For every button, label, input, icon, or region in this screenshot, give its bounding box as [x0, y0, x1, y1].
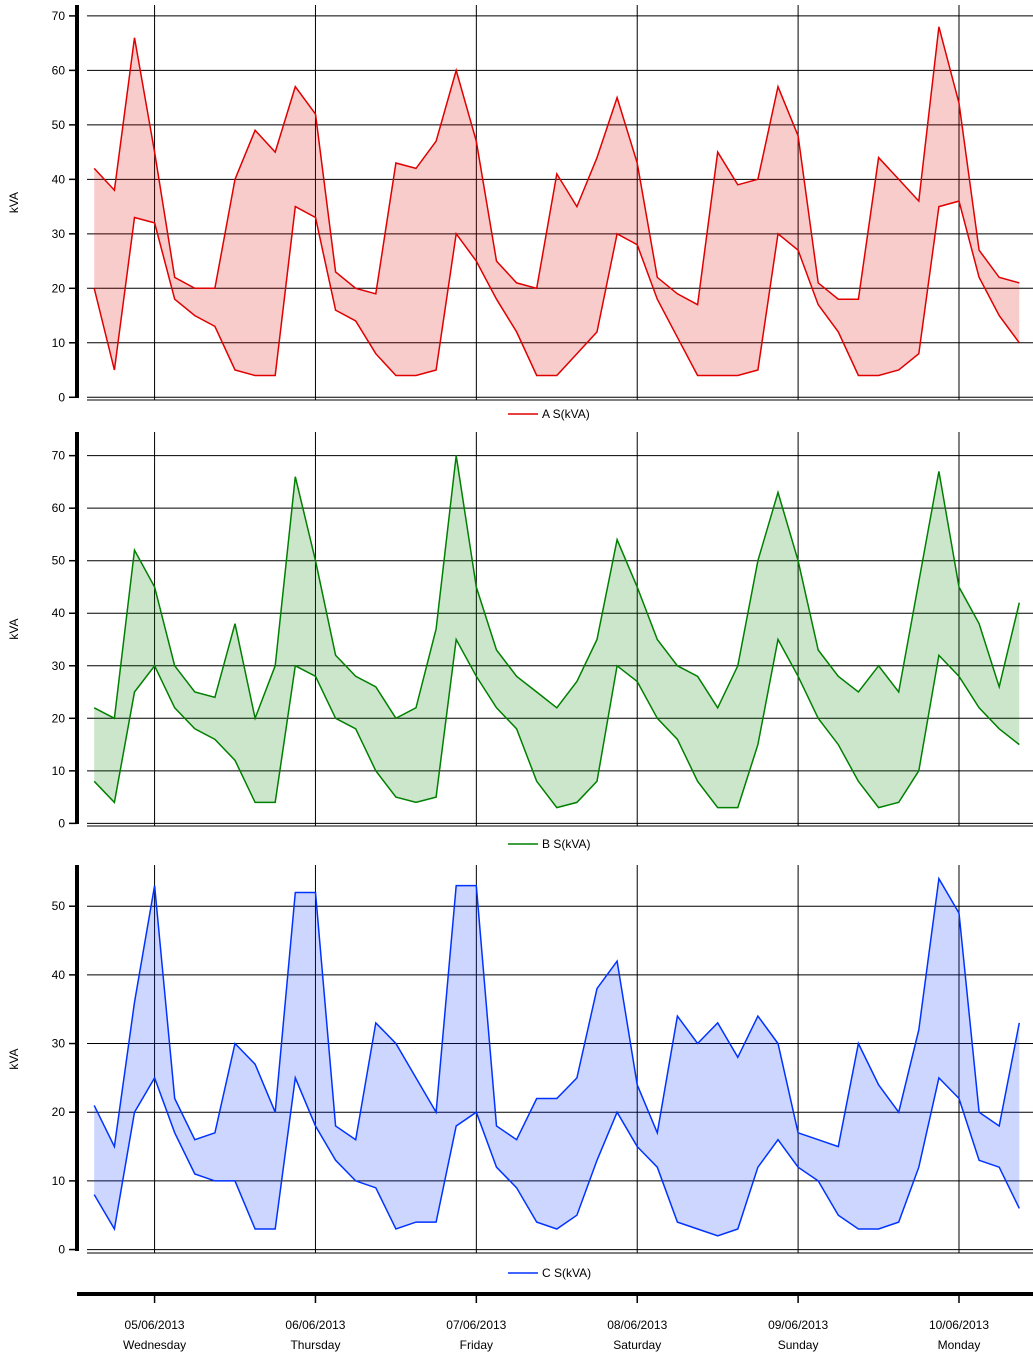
range-area [94, 455, 1020, 808]
y-tick-label: 0 [58, 390, 65, 404]
y-tick-label: 40 [52, 172, 66, 186]
x-tick-label: 07/06/2013 [446, 1318, 506, 1332]
max-line [93, 455, 1021, 721]
y-tick-label: 50 [52, 899, 66, 913]
y-tick-label: 20 [52, 711, 66, 725]
y-tick-label: 70 [52, 9, 66, 23]
x-tick-day: Monday [938, 1338, 981, 1352]
x-tick-label: 09/06/2013 [768, 1318, 828, 1332]
y-tick-label: 20 [52, 1105, 66, 1119]
x-tick-label: 05/06/2013 [125, 1318, 185, 1332]
min-line [93, 200, 1020, 377]
y-axis-label: kVA [7, 1048, 21, 1069]
y-tick-label: 60 [52, 63, 66, 77]
min-line [93, 1075, 1020, 1237]
min-line [93, 637, 1020, 809]
x-tick-day: Sunday [778, 1338, 819, 1352]
y-tick-label: 30 [52, 227, 66, 241]
y-tick-label: 40 [52, 606, 66, 620]
y-tick-label: 40 [52, 968, 66, 982]
x-tick-day: Friday [460, 1338, 493, 1352]
y-tick-label: 10 [52, 336, 66, 350]
y-tick-label: 30 [52, 1037, 66, 1051]
range-area [94, 878, 1020, 1236]
legend-label: C S(kVA) [542, 1266, 591, 1280]
y-tick-label: 0 [58, 1243, 65, 1257]
y-tick-label: 30 [52, 659, 66, 673]
y-tick-label: 10 [52, 764, 66, 778]
y-tick-label: 0 [58, 816, 65, 830]
y-tick-label: 50 [52, 554, 66, 568]
y-tick-label: 20 [52, 281, 66, 295]
x-tick-label: 06/06/2013 [285, 1318, 345, 1332]
max-line [93, 876, 1021, 1150]
x-tick-day: Thursday [290, 1338, 340, 1352]
max-line [93, 26, 1020, 306]
x-tick-label: 08/06/2013 [607, 1318, 667, 1332]
legend-label: B S(kVA) [542, 837, 590, 851]
y-tick-label: 50 [52, 118, 66, 132]
range-area [94, 26, 1020, 376]
y-tick-label: 70 [52, 449, 66, 463]
x-tick-day: Saturday [613, 1338, 661, 1352]
legend-label: A S(kVA) [542, 407, 590, 421]
y-tick-label: 60 [52, 501, 66, 515]
y-axis-label: kVA [7, 192, 21, 213]
x-tick-label: 10/06/2013 [929, 1318, 989, 1332]
y-tick-label: 10 [52, 1174, 66, 1188]
x-tick-day: Wednesday [123, 1338, 186, 1352]
y-axis-label: kVA [7, 618, 21, 639]
